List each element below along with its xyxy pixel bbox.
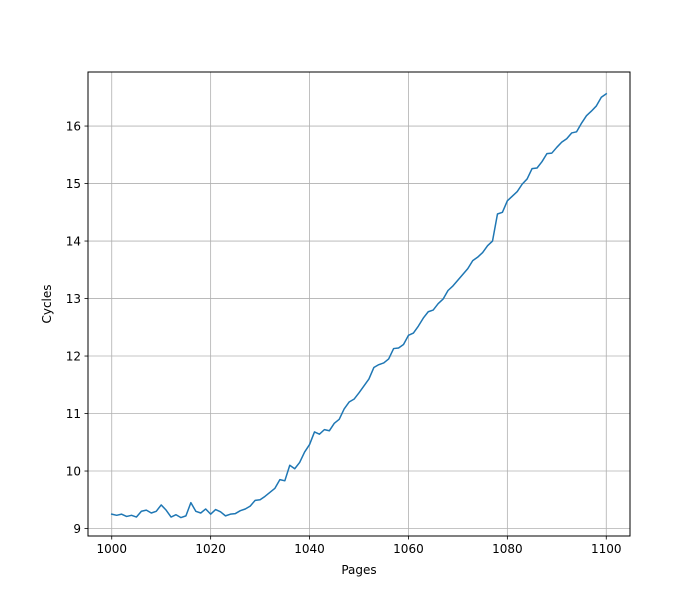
y-tick-label: 11 (66, 407, 81, 421)
x-axis-ticks: 1000 1020 1040 1060 1080 1100 (96, 536, 622, 556)
y-tick-label: 13 (66, 292, 81, 306)
y-axis-ticks: 9 10 11 12 13 14 15 16 (66, 119, 88, 536)
y-tick-label: 15 (66, 177, 81, 191)
y-tick-label: 14 (66, 234, 81, 248)
y-tick-label: 12 (66, 349, 81, 363)
grid-lines (88, 72, 630, 536)
plot-frame (87, 71, 631, 537)
x-axis-label: Pages (341, 563, 376, 577)
x-tick-label: 1080 (492, 542, 523, 556)
x-tick-label: 1060 (393, 542, 424, 556)
y-tick-label: 10 (66, 464, 81, 478)
x-tick-label: 1020 (195, 542, 226, 556)
x-tick-label: 1040 (294, 542, 325, 556)
y-axis-label: Cycles (40, 284, 54, 323)
series-layer (110, 92, 608, 519)
x-tick-label: 1000 (96, 542, 127, 556)
x-tick-label: 1100 (591, 542, 622, 556)
y-tick-label: 9 (73, 522, 81, 536)
series-line-0 (110, 92, 608, 519)
y-tick-label: 16 (66, 119, 81, 133)
